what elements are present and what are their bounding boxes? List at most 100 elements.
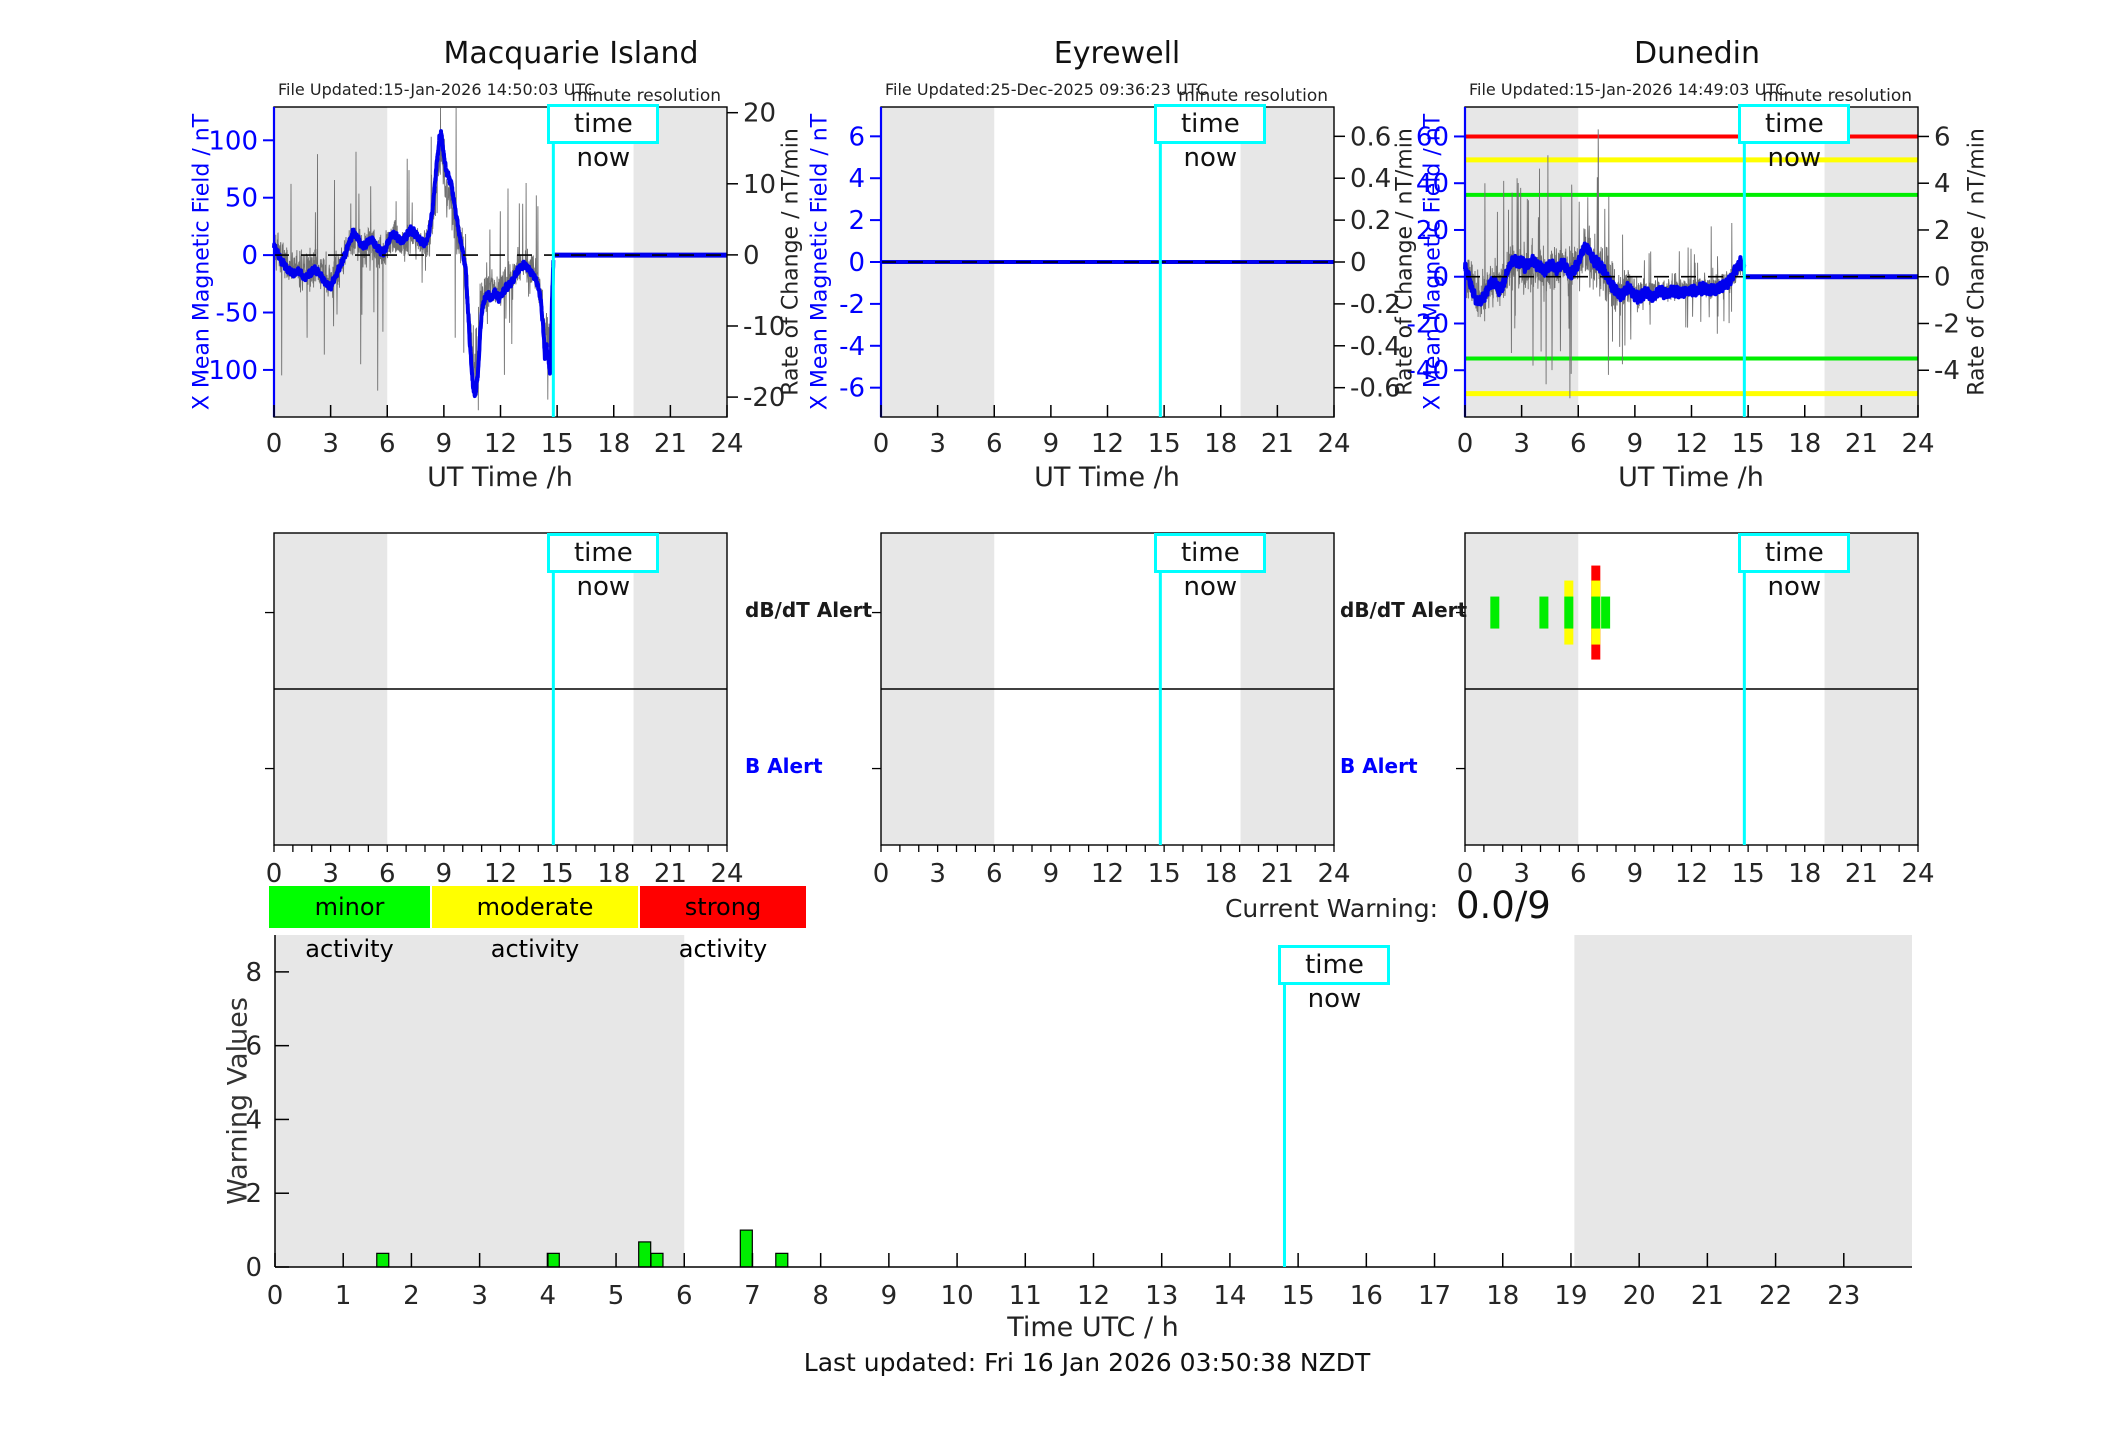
warning-x-tick-label: 12 (1077, 1281, 1110, 1311)
resolution-note-macquarie: minute resolution (571, 86, 721, 106)
x-tick-label: 3 (1513, 429, 1530, 459)
x-tick-label: 18 (1788, 429, 1821, 459)
warning-x-tick-label: 1 (335, 1281, 352, 1311)
x-axis-label-macquarie: UT Time /h (427, 462, 573, 493)
warning-x-tick-label: 2 (403, 1281, 420, 1311)
alert-x-tick-label: 3 (322, 859, 339, 889)
alert-x-tick-label: 21 (1845, 859, 1878, 889)
y-tick-label-left: -50 (216, 299, 258, 329)
x-tick-label: 9 (1627, 429, 1644, 459)
warning-x-tick-label: 19 (1554, 1281, 1587, 1311)
x-tick-label: 15 (1732, 429, 1765, 459)
y-tick-label-left: 0 (848, 248, 865, 278)
alert-x-tick-label: 21 (1261, 859, 1294, 889)
mean-field-line-macquarie (272, 129, 556, 399)
alert-mark-minor (1601, 596, 1611, 629)
x-tick-label: 12 (1675, 429, 1708, 459)
current-warning-label: Current Warning: (1224, 894, 1438, 923)
warning-y-tick-label: 2 (245, 1179, 262, 1209)
y-tick-label-right: 0.4 (1350, 164, 1391, 194)
alert-x-tick-label: 18 (1204, 859, 1237, 889)
noise-trace-dunedin (1464, 129, 1745, 399)
x-tick-label: 9 (436, 429, 453, 459)
x-tick-label: 3 (322, 429, 339, 459)
legend-moderate-activity: moderate activity (432, 886, 638, 963)
alert-x-tick-label: 6 (1570, 859, 1587, 889)
x-tick-label: 18 (597, 429, 630, 459)
y-tick-label-right: -0.4 (1350, 332, 1401, 362)
alert-x-tick-label: 15 (1148, 859, 1181, 889)
alert-x-tick-label: 6 (986, 859, 1003, 889)
warning-bar (775, 1252, 789, 1268)
warning-x-tick-label: 23 (1827, 1281, 1860, 1311)
x-tick-label: 21 (654, 429, 687, 459)
alert-x-tick-label: 12 (484, 859, 517, 889)
x-tick-label: 9 (1043, 429, 1060, 459)
file-updated-dunedin: File Updated:15-Jan-2026 14:49:03 UTC (1469, 80, 1787, 99)
y-tick-label-left: 20 (1416, 216, 1449, 246)
time-now-flag-alerts-eyrewell: time now (1154, 533, 1267, 602)
warning-y-tick-label: 4 (245, 1105, 262, 1135)
x-axis-label-dunedin: UT Time /h (1618, 462, 1764, 493)
x-tick-label: 6 (379, 429, 396, 459)
alert-mark-moderate (1564, 596, 1574, 629)
y-tick-label-left: 100 (208, 126, 258, 156)
file-updated-eyrewell: File Updated:25-Dec-2025 09:36:23 UTC (885, 80, 1208, 99)
alert-mark-minor (1490, 596, 1500, 629)
alert-x-tick-label: 15 (541, 859, 574, 889)
warning-x-tick-label: 11 (1009, 1281, 1042, 1311)
y-axis-label-right-dunedin: Rate of Change / nT/min (1964, 128, 1990, 396)
x-tick-label: 6 (986, 429, 1003, 459)
warning-bar (376, 1252, 390, 1268)
night-band (1574, 935, 1912, 1267)
x-tick-label: 6 (1570, 429, 1587, 459)
y-tick-label-left: 0 (241, 241, 258, 271)
warning-bar (650, 1252, 664, 1268)
alert-x-tick-label: 3 (1513, 859, 1530, 889)
night-band (633, 107, 727, 417)
warning-x-tick-label: 0 (267, 1281, 284, 1311)
x-tick-label: 24 (1901, 429, 1934, 459)
alert-x-tick-label: 0 (266, 859, 283, 889)
alert-x-tick-label: 12 (1091, 859, 1124, 889)
warning-x-tick-label: 21 (1691, 1281, 1724, 1311)
y-tick-label-right: 0 (1350, 248, 1367, 278)
y-tick-label-left: -6 (839, 374, 865, 404)
y-tick-label-right: 20 (743, 99, 776, 129)
warning-x-tick-label: 8 (812, 1281, 829, 1311)
time-now-flag-dunedin: time now (1738, 104, 1851, 173)
y-axis-label-right-eyrewell: Rate of Change / nT/min (1392, 128, 1418, 396)
x-tick-label: 24 (1317, 429, 1350, 459)
y-tick-label-left: 2 (848, 206, 865, 236)
y-axis-label-left-eyrewell: X Mean Magnetic Field / nT (807, 113, 833, 411)
alert-x-tick-label: 18 (597, 859, 630, 889)
resolution-note-eyrewell: minute resolution (1178, 86, 1328, 106)
b-alert-label-1: B Alert (745, 754, 823, 778)
y-tick-label-left: -2 (839, 290, 865, 320)
legend-strong-activity: strong activity (640, 886, 806, 963)
warning-x-tick-label: 17 (1418, 1281, 1451, 1311)
y-tick-label-right: -2 (1934, 309, 1960, 339)
y-tick-label-right: 4 (1934, 169, 1951, 199)
warning-x-tick-label: 15 (1282, 1281, 1315, 1311)
legend-minor-activity: minor activity (269, 886, 430, 963)
dbdt-alert-label-1: dB/dT Alert (745, 598, 873, 622)
station-title-dunedin: Dunedin (1634, 36, 1760, 71)
alert-x-tick-label: 0 (873, 859, 890, 889)
x-tick-label: 0 (873, 429, 890, 459)
alert-x-tick-label: 24 (710, 859, 743, 889)
y-tick-label-right: 0 (743, 241, 760, 271)
y-tick-label-left: 4 (848, 164, 865, 194)
alert-x-tick-label: 6 (379, 859, 396, 889)
y-tick-label-left: 60 (1416, 122, 1449, 152)
warning-x-tick-label: 7 (744, 1281, 761, 1311)
b-alert-label-2: B Alert (1340, 754, 1418, 778)
x-axis-label-eyrewell: UT Time /h (1034, 462, 1180, 493)
alert-x-tick-label: 24 (1901, 859, 1934, 889)
y-tick-label-right: 0 (1934, 263, 1951, 293)
y-tick-label-right: -0.2 (1350, 290, 1401, 320)
y-tick-label-left: -20 (1407, 309, 1449, 339)
y-tick-label-right: -0.6 (1350, 374, 1401, 404)
alert-x-tick-label: 0 (1457, 859, 1474, 889)
